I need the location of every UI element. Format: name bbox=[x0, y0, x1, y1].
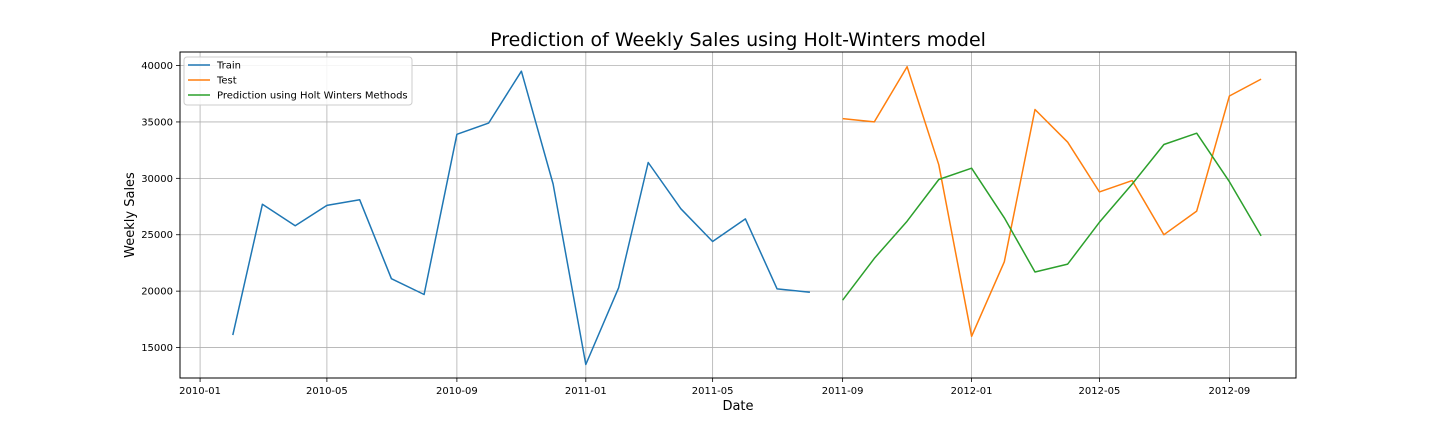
y-tick-label: 30000 bbox=[141, 174, 173, 185]
y-tick-label: 20000 bbox=[141, 287, 173, 298]
series-lines bbox=[232, 65, 1262, 366]
series-line-3 bbox=[842, 132, 1262, 301]
legend-entry-label: Train bbox=[216, 61, 241, 72]
series-line-2 bbox=[842, 65, 1262, 338]
x-axis-ticks: 2010-01 2010-05 2010-09 2011-01 2011-05 2011-… bbox=[179, 378, 1250, 397]
legend-box bbox=[183, 56, 413, 106]
grid-lines bbox=[180, 52, 1296, 378]
x-tick-label: 2010-01 bbox=[179, 386, 221, 397]
x-tick-label: 2010-09 bbox=[436, 386, 478, 397]
y-tick-label: 40000 bbox=[141, 61, 173, 72]
series-line-1 bbox=[232, 70, 810, 366]
x-tick-label: 2011-09 bbox=[822, 386, 864, 397]
y-tick-label: 15000 bbox=[141, 343, 173, 354]
x-tick-label: 2011-01 bbox=[565, 386, 607, 397]
x-tick-label: 2010-05 bbox=[306, 386, 348, 397]
plot-area-frame bbox=[179, 51, 1297, 379]
x-tick-label: 2012-09 bbox=[1209, 386, 1251, 397]
x-tick-label: 2011-05 bbox=[692, 386, 734, 397]
x-tick-label: 2012-05 bbox=[1079, 386, 1121, 397]
x-axis-label: Date bbox=[722, 399, 753, 414]
x-tick-label: 2012-01 bbox=[951, 386, 993, 397]
chart-title: Prediction of Weekly Sales using Holt-Wi… bbox=[490, 29, 986, 51]
y-axis-label: Weekly Sales bbox=[123, 172, 138, 258]
legend-entry-label: Prediction using Holt Winters Methods bbox=[217, 91, 408, 102]
legend-entry-label: Test bbox=[216, 76, 237, 87]
legend: Train Test Prediction using Holt Winters M… bbox=[183, 56, 413, 106]
y-axis-ticks: 15000 20000 25000 30000 35000 40000 bbox=[141, 61, 180, 354]
y-tick-label: 35000 bbox=[141, 117, 173, 128]
y-tick-label: 25000 bbox=[141, 230, 173, 241]
